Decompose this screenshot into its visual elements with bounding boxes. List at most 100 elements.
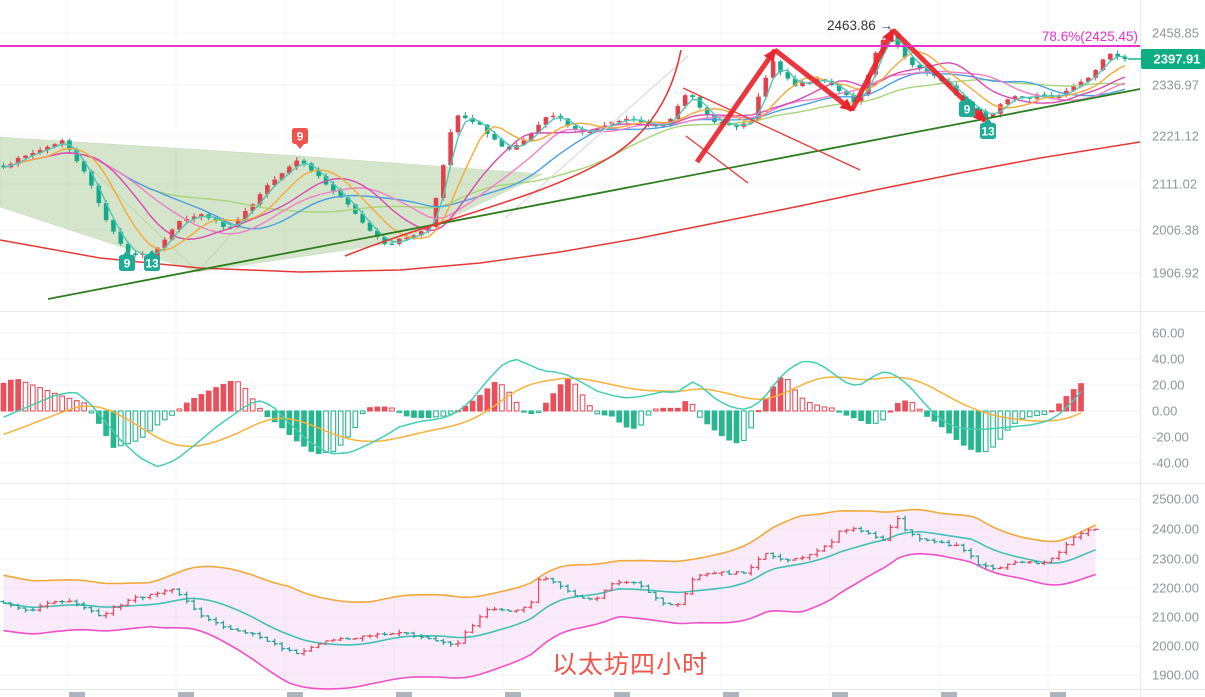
zigzag-arrow: [773, 48, 854, 112]
macd-histogram-bar: [73, 400, 80, 412]
macd-histogram-bar: [359, 410, 366, 415]
macd-histogram-bar: [191, 397, 197, 412]
macd-histogram-bar: [337, 410, 344, 446]
candle-body: [572, 125, 578, 130]
macd-histogram-bar: [411, 410, 417, 418]
macd-histogram-bar: [880, 410, 886, 421]
price-panel[interactable]: [1, 30, 1128, 260]
axis-tick-label: -40.00: [1152, 456, 1189, 471]
macd-histogram-bar: [696, 410, 703, 418]
macd-histogram-bar: [293, 410, 300, 442]
moving-average-line: [3, 78, 1126, 213]
macd-histogram-bar: [755, 410, 762, 413]
candle-body: [1100, 59, 1106, 71]
macd-histogram-bar: [425, 410, 432, 419]
macd-histogram-bar: [477, 395, 483, 412]
macd-histogram-bar: [653, 408, 659, 412]
macd-histogram-bar: [726, 410, 733, 441]
macd-histogram-bar: [345, 410, 351, 438]
candle-body: [360, 213, 365, 223]
macd-histogram-bar: [982, 410, 989, 453]
candle-body: [536, 124, 541, 134]
td-marker: 9: [119, 250, 135, 271]
macd-histogram-bar: [29, 384, 36, 412]
axis-tick-label: 2336.97: [1152, 78, 1199, 93]
macd-histogram-bar: [271, 410, 278, 423]
macd-histogram-bar: [37, 387, 43, 412]
macd-histogram-bar: [799, 397, 806, 412]
candle-body: [734, 125, 739, 127]
macd-histogram-bar: [557, 384, 564, 412]
time-axis-label-stub: [941, 692, 957, 697]
td-marker: 13: [980, 118, 996, 139]
macd-histogram-bar: [315, 410, 322, 454]
current-price-tag: 2397.91: [1128, 49, 1205, 69]
td-marker-number: 13: [981, 125, 995, 139]
macd-histogram-bar: [396, 410, 403, 413]
candle-body: [550, 115, 556, 118]
macd-histogram-bar: [139, 410, 146, 438]
axis-tick-label: 2300.00: [1152, 552, 1199, 567]
bollinger-lower-band: [3, 552, 1096, 690]
macd-histogram-bar: [235, 381, 241, 412]
macd-histogram-bar: [865, 410, 872, 424]
axis-tick-label: 1906.92: [1152, 266, 1199, 281]
candle-body: [382, 236, 387, 244]
macd-histogram-bar: [638, 410, 645, 426]
macd-histogram-bar: [623, 410, 630, 428]
macd-histogram-bar: [946, 410, 952, 434]
macd-panel[interactable]: [0, 358, 1084, 468]
td-marker: 9: [292, 128, 308, 149]
candle-body: [712, 114, 717, 122]
macd-histogram-bar: [762, 398, 769, 412]
axis-tick-label: 2200.00: [1152, 581, 1199, 596]
candle-body: [1005, 99, 1011, 105]
td-marker-box: [959, 101, 975, 117]
candle-body: [1115, 53, 1120, 57]
macd-histogram-bar: [183, 402, 190, 412]
candle-body: [191, 216, 197, 219]
candle-body: [675, 106, 681, 119]
td-marker-number: 9: [124, 257, 131, 271]
candle-body: [770, 61, 776, 78]
moving-average-line: [3, 61, 1126, 241]
candle-body: [272, 179, 278, 186]
td-marker: 13: [144, 250, 160, 271]
td-marker-notch: [984, 118, 992, 123]
macd-histogram-bar: [997, 410, 1004, 440]
macd-histogram-bar: [836, 410, 842, 413]
macd-histogram-bar: [521, 410, 527, 413]
axis-tick-label: 0.00: [1152, 404, 1177, 419]
candle-body: [37, 150, 43, 153]
candle-body: [316, 170, 321, 177]
macd-histogram-bar: [806, 401, 813, 412]
axis-tick-label: 2100.00: [1152, 610, 1199, 625]
candle-body: [836, 85, 842, 92]
macd-histogram-bar: [381, 406, 388, 412]
candle-body: [279, 173, 285, 180]
price-axis[interactable]: 2458.85 2336.97 2221.12 2111.02 2006.38 1906.…: [1152, 26, 1199, 683]
current-price-value: 2397.91: [1154, 52, 1201, 67]
axis-tick-label: 20.00: [1152, 378, 1185, 393]
bollinger-panel[interactable]: [0, 508, 1099, 690]
candle-body: [792, 78, 798, 87]
macd-histogram-bar: [66, 397, 73, 412]
macd-histogram-bar: [1012, 410, 1018, 424]
time-axis-label-stub: [614, 692, 630, 697]
macd-histogram-bar: [894, 403, 901, 412]
candle-body: [23, 155, 28, 158]
candle-body: [375, 230, 380, 237]
candle-body: [103, 203, 109, 221]
candle-body: [785, 72, 791, 79]
candle-body: [1042, 94, 1047, 96]
bollinger-middle-band: [3, 530, 1096, 646]
macd-histogram-bar: [154, 410, 161, 426]
candle-body: [844, 91, 849, 96]
macd-histogram-bar: [543, 402, 549, 412]
macd-histogram-bar: [374, 406, 381, 412]
macd-histogram-bar: [1019, 410, 1026, 420]
macd-histogram-bar: [403, 410, 410, 417]
candle-body: [858, 94, 864, 103]
macd-histogram-bar: [550, 393, 557, 412]
